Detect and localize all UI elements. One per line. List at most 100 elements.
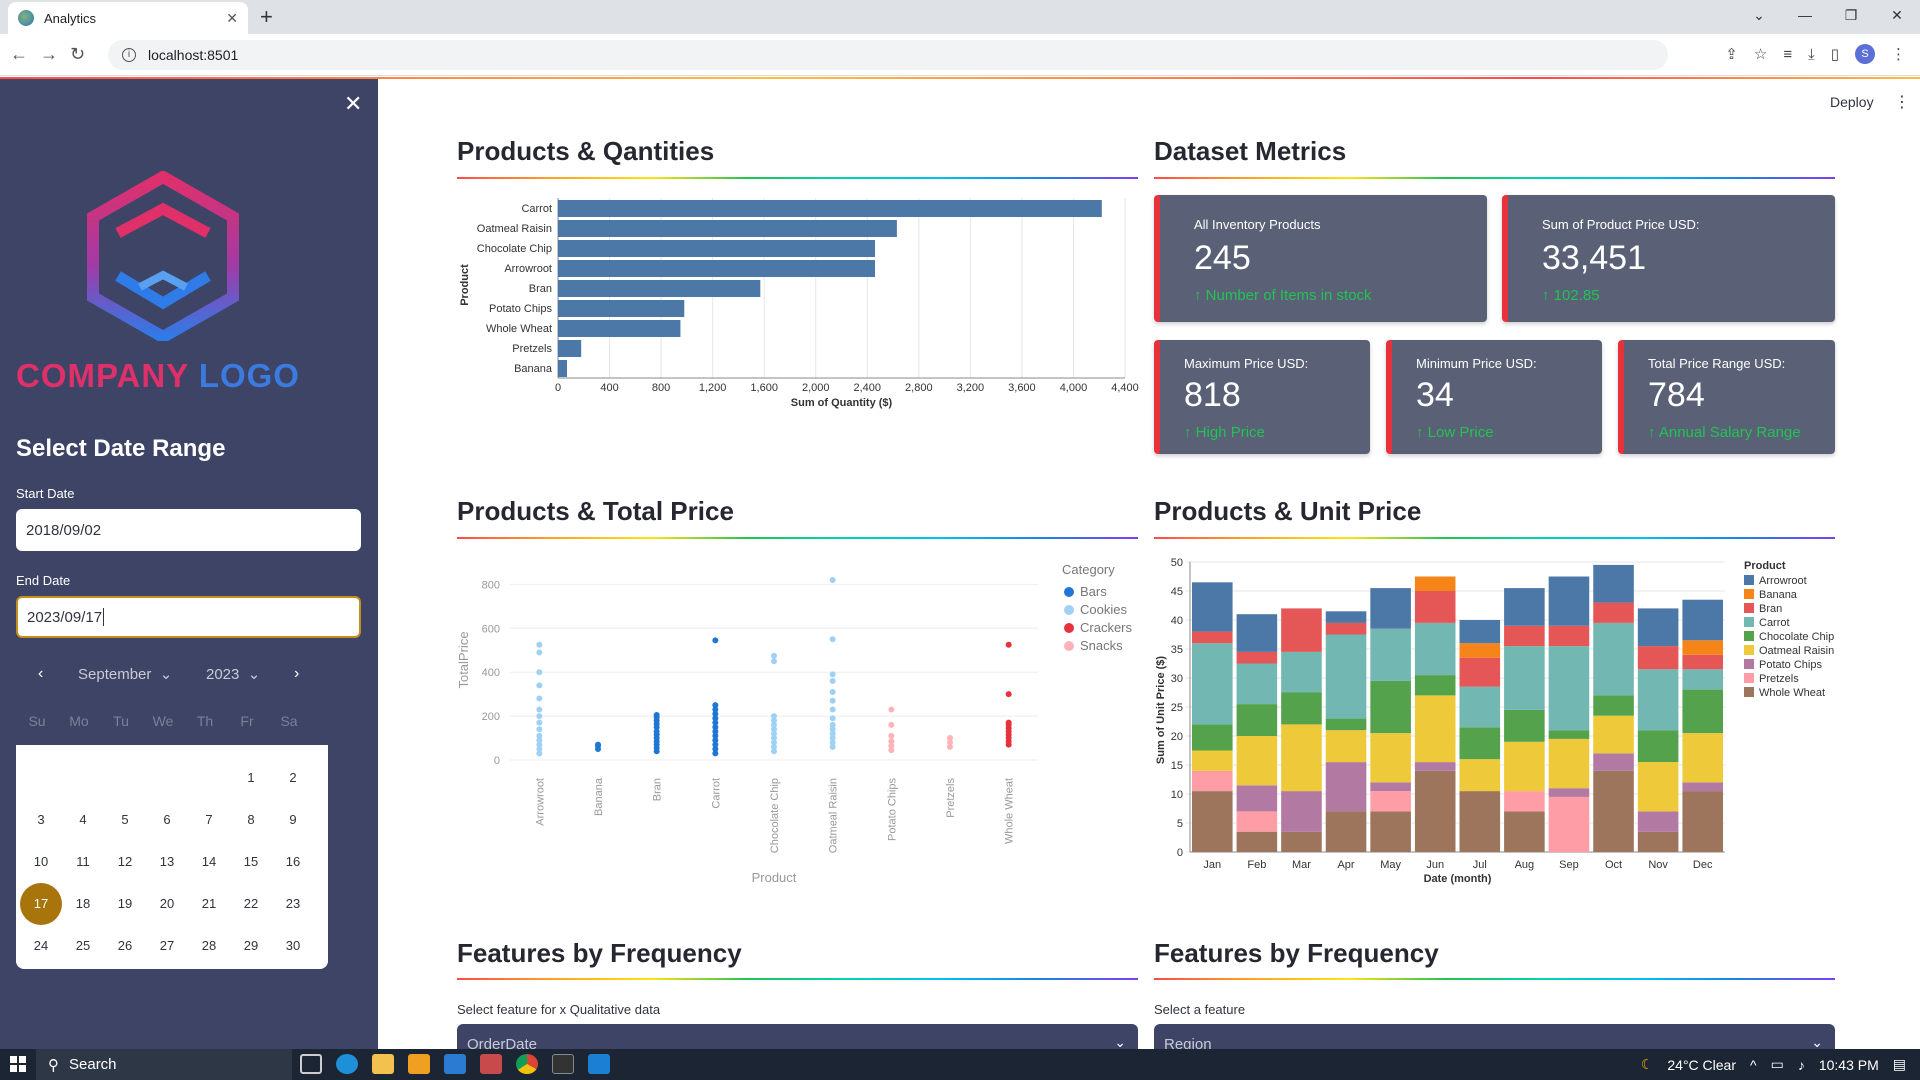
calendar-day[interactable]: 27: [159, 938, 175, 953]
calendar-day[interactable]: 14: [201, 854, 217, 869]
weekday-label: Su: [28, 713, 46, 729]
main-menu-icon[interactable]: ⋮: [1894, 94, 1910, 111]
calendar-day[interactable]: 26: [117, 938, 133, 953]
end-date-input[interactable]: 2023/09/17: [16, 596, 361, 638]
chevron-down-icon: ⌄: [1811, 1034, 1823, 1050]
stack-segment-arrowroot: [1682, 599, 1723, 641]
calendar-day[interactable]: 3: [37, 812, 45, 827]
stack-segment-arrowroot: [1504, 588, 1545, 626]
calendar-day[interactable]: 19: [117, 896, 133, 911]
download-icon[interactable]: ⤓: [1808, 45, 1815, 63]
calendar-day[interactable]: 20: [159, 896, 175, 911]
calendar-day[interactable]: 18: [75, 896, 91, 911]
share-icon[interactable]: ⇪: [1725, 46, 1738, 63]
y-axis-title: Product: [459, 264, 471, 306]
bookmark-star-icon[interactable]: ☆: [1753, 46, 1768, 63]
calendar-day[interactable]: 16: [285, 854, 301, 869]
point-cookies: [829, 677, 836, 684]
chrome-icon[interactable]: [516, 1054, 538, 1074]
x-tick-label: 3,200: [957, 382, 985, 394]
tray-chevron-icon[interactable]: ^: [1750, 1056, 1757, 1073]
calendar-day-selected[interactable]: 17: [20, 883, 62, 925]
weather-icon[interactable]: ☾: [1640, 1056, 1654, 1072]
calendar-day[interactable]: 6: [163, 812, 171, 827]
mail-icon[interactable]: [444, 1054, 466, 1074]
calendar-day[interactable]: 21: [201, 896, 217, 911]
edge-icon[interactable]: [336, 1054, 358, 1074]
clock[interactable]: 10:43 PM: [1818, 1056, 1879, 1073]
taskbar-search[interactable]: ⚲ Search: [36, 1049, 292, 1080]
legend-label: Bran: [1759, 603, 1782, 615]
calendar-day[interactable]: 29: [243, 938, 259, 953]
volume-icon[interactable]: ♪: [1797, 1056, 1805, 1073]
y-tick-label: Oatmeal Raisin: [477, 223, 552, 235]
reading-list-icon[interactable]: ≡: [1783, 45, 1793, 63]
x-tick-label: Chocolate Chip: [769, 778, 781, 853]
next-month-icon[interactable]: ›: [294, 665, 300, 682]
stack-segment-potato-chips: [1548, 788, 1590, 797]
calendar-day[interactable]: 22: [243, 896, 259, 911]
stack-segment-potato-chips: [1593, 753, 1634, 771]
url-input[interactable]: i localhost:8501: [108, 40, 1668, 70]
stack-segment-chocolate-chip: [1504, 709, 1545, 742]
calendar-day[interactable]: 8: [247, 812, 255, 827]
tab-search-icon[interactable]: ⌄: [1753, 7, 1765, 23]
y-tick-label: 0: [1177, 847, 1183, 859]
calendar-day[interactable]: 1: [247, 770, 255, 785]
app-icon[interactable]: [480, 1054, 502, 1074]
calendar-day[interactable]: 12: [117, 854, 133, 869]
calendar-day[interactable]: 9: [289, 812, 297, 827]
unit-price-stacked-chart: 0 5 10 15 20 25 30 35 40 45 50 Jan Feb Mar Apr May Jun Ju…: [1155, 557, 1834, 885]
profile-avatar[interactable]: S: [1855, 44, 1875, 64]
year-select[interactable]: 2023 ⌄: [206, 666, 261, 683]
calendar-day[interactable]: 28: [201, 938, 217, 953]
deploy-button[interactable]: Deploy: [1830, 94, 1874, 110]
info-icon[interactable]: i: [122, 48, 136, 62]
x-axis-title: Date (month): [1424, 873, 1492, 885]
windows-start-icon[interactable]: [10, 1056, 26, 1072]
task-view-icon[interactable]: [300, 1054, 322, 1074]
metric-delta: ↑ Low Price: [1416, 424, 1494, 441]
store-icon[interactable]: [408, 1054, 430, 1074]
file-explorer-icon[interactable]: [372, 1054, 394, 1074]
calendar-day[interactable]: 13: [159, 854, 175, 869]
terminal-icon[interactable]: [552, 1054, 574, 1074]
minimize-button[interactable]: —: [1798, 7, 1812, 23]
calendar-day[interactable]: 30: [285, 938, 301, 953]
calendar-day[interactable]: 24: [33, 938, 49, 953]
browser-tab[interactable]: Analytics ✕: [8, 2, 248, 34]
calendar-day[interactable]: 4: [79, 812, 87, 827]
back-icon[interactable]: ←: [10, 44, 28, 64]
notification-icon[interactable]: ▤: [1892, 1056, 1906, 1072]
bar-arrowroot: [558, 260, 876, 277]
vscode-icon[interactable]: [588, 1054, 610, 1074]
calendar-day[interactable]: 2: [289, 770, 297, 785]
feature-x-label: Select feature for x Qualitative data: [457, 1002, 661, 1017]
calendar-day[interactable]: 10: [33, 854, 49, 869]
close-sidebar-icon[interactable]: ✕: [344, 91, 363, 116]
os-taskbar: ⚲ Search ☾ 24°C Clear ^ ▭ ♪ 10:43 PM ▤: [0, 1049, 1920, 1080]
close-window-button[interactable]: ✕: [1891, 7, 1903, 23]
side-panel-icon[interactable]: ▯: [1830, 46, 1839, 63]
point-bars: [712, 737, 719, 744]
prev-month-icon[interactable]: ‹: [38, 665, 44, 682]
weather-text[interactable]: 24°C Clear: [1667, 1056, 1737, 1073]
calendar-day[interactable]: 5: [121, 812, 129, 827]
network-icon[interactable]: ▭: [1770, 1056, 1784, 1072]
month-select[interactable]: September ⌄: [78, 666, 173, 683]
browser-menu-icon[interactable]: ⋮: [1891, 46, 1906, 63]
forward-icon[interactable]: →: [40, 44, 58, 64]
reload-icon[interactable]: ↻: [70, 44, 86, 64]
calendar-day[interactable]: 11: [76, 854, 90, 869]
new-tab-button[interactable]: +: [260, 4, 273, 29]
close-tab-icon[interactable]: ✕: [226, 9, 238, 26]
stack-segment-chocolate-chip: [1682, 689, 1723, 734]
stack-segment-chocolate-chip: [1414, 675, 1456, 696]
restore-button[interactable]: ❐: [1844, 7, 1858, 23]
calendar-day[interactable]: 7: [205, 812, 213, 827]
calendar-day[interactable]: 25: [75, 938, 91, 953]
start-date-input[interactable]: 2018/09/02: [16, 509, 361, 551]
calendar-day[interactable]: 15: [243, 854, 259, 869]
metric-card-inventory: All Inventory Products 245 ↑ Number of I…: [1154, 195, 1487, 322]
calendar-day[interactable]: 23: [285, 896, 301, 911]
